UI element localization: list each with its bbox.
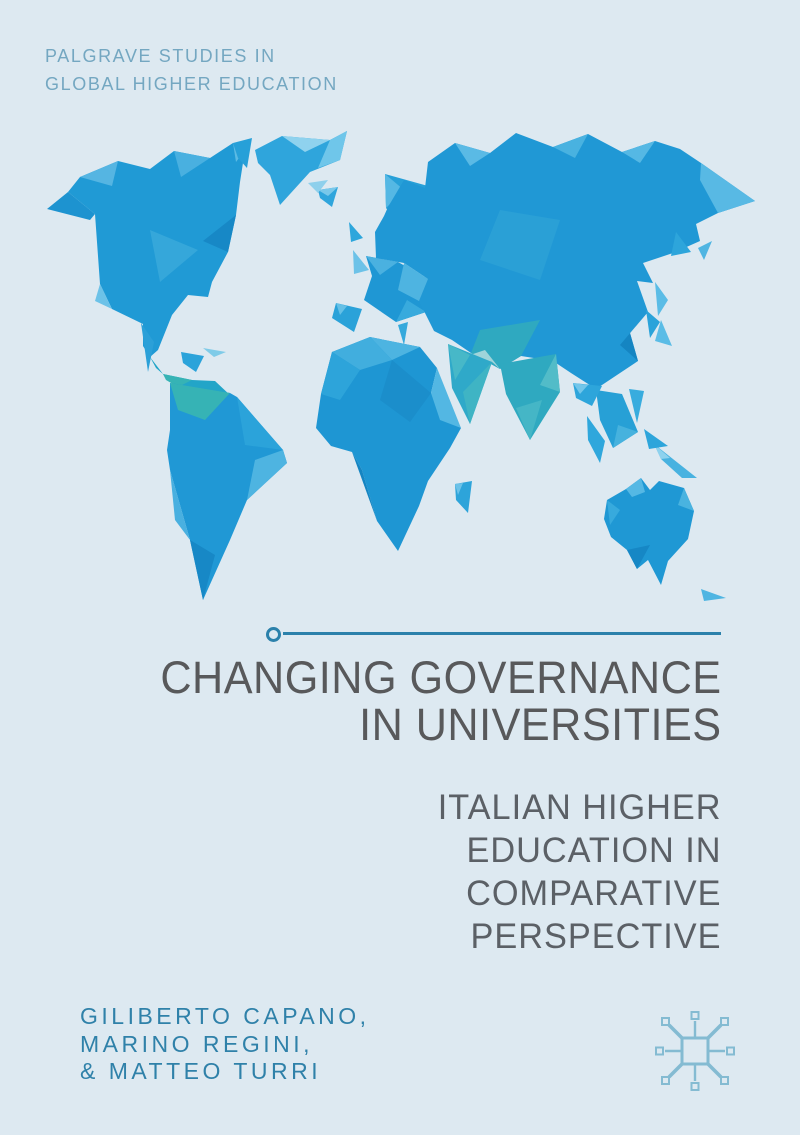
book-subtitle-line2: EDUCATION IN bbox=[466, 831, 722, 870]
book-subtitle-line1: ITALIAN HIGHER bbox=[438, 788, 722, 827]
divider-ring-icon bbox=[266, 627, 281, 642]
series-title: PALGRAVE STUDIES IN GLOBAL HIGHER EDUCAT… bbox=[45, 42, 338, 98]
divider-rule bbox=[283, 632, 721, 635]
book-title-line1: CHANGING GOVERNANCE bbox=[160, 652, 722, 703]
book-subtitle: ITALIAN HIGHER EDUCATION IN COMPARATIVE … bbox=[438, 786, 722, 958]
author-names: GILIBERTO CAPANO, MARINO REGINI, & MATTE… bbox=[80, 1003, 370, 1086]
book-title-line2: IN UNIVERSITIES bbox=[359, 699, 722, 750]
series-title-line1: PALGRAVE STUDIES IN bbox=[45, 46, 276, 66]
book-title: CHANGING GOVERNANCE IN UNIVERSITIES bbox=[161, 654, 722, 748]
book-subtitle-line3: COMPARATIVE bbox=[466, 874, 722, 913]
author-line3: & MATTEO TURRI bbox=[80, 1058, 322, 1084]
author-line1: GILIBERTO CAPANO, bbox=[80, 1003, 370, 1029]
series-title-line2: GLOBAL HIGHER EDUCATION bbox=[45, 74, 338, 94]
book-subtitle-line4: PERSPECTIVE bbox=[471, 917, 722, 956]
author-line2: MARINO REGINI, bbox=[80, 1030, 314, 1057]
palgrave-spark-icon bbox=[655, 1011, 735, 1091]
